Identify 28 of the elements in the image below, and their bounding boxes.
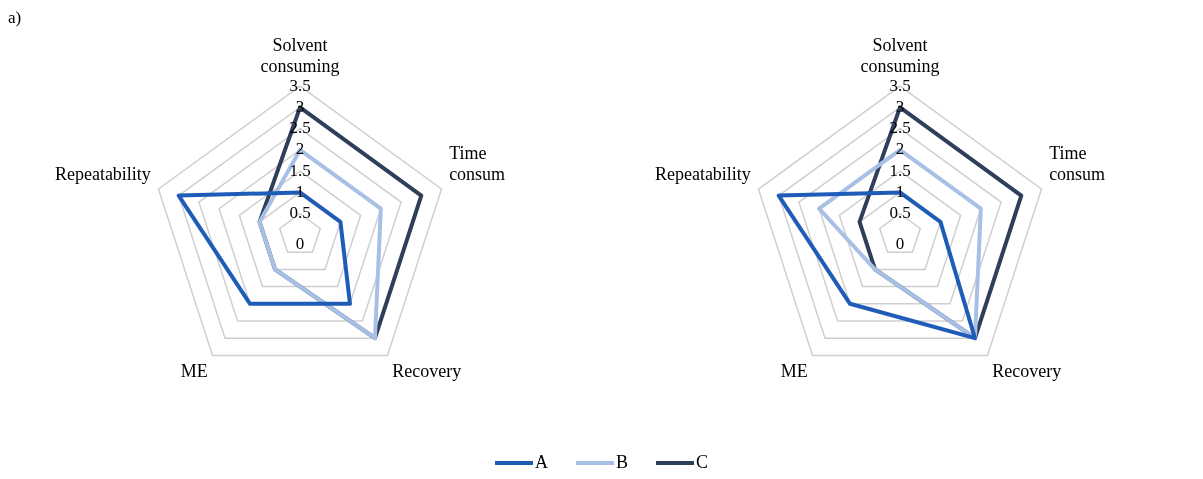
text: a) xyxy=(8,8,22,28)
y-tick-label: 1.5 xyxy=(289,160,311,180)
spoke-label: Time consum xyxy=(1049,142,1106,185)
y-tick-label: 1 xyxy=(895,181,905,201)
y-tick-label: 1 xyxy=(295,181,305,201)
spoke-label: Time consum xyxy=(449,142,506,185)
spoke-label: Recovery xyxy=(392,361,462,382)
y-tick-label: 0 xyxy=(295,234,305,254)
y-tick-label: 1.5 xyxy=(889,160,911,180)
y-tick-label: 0 xyxy=(895,234,905,254)
spoke-label: Repeatability xyxy=(54,164,151,185)
y-tick-label: 0.5 xyxy=(889,203,911,223)
spoke-label: Solvent consuming xyxy=(260,34,340,77)
y-tick-label: 3.5 xyxy=(289,75,311,95)
legend-label: C xyxy=(696,452,709,473)
y-tick-label: 3.5 xyxy=(889,75,911,95)
y-tick-label: 2 xyxy=(895,139,905,159)
spoke-label: Repeatability xyxy=(654,164,751,185)
y-tick-label: 3 xyxy=(295,96,305,116)
y-tick-label: 0.5 xyxy=(289,203,311,223)
legend-label: B xyxy=(615,452,628,473)
spoke-label: Solvent consuming xyxy=(860,34,940,77)
y-tick-label: 3 xyxy=(895,96,905,116)
spoke-label: Recovery xyxy=(992,361,1062,382)
spoke-label: ME xyxy=(780,361,808,382)
spoke-label: ME xyxy=(180,361,208,382)
legend-label: A xyxy=(534,452,548,473)
y-tick-label: 2 xyxy=(295,139,305,159)
